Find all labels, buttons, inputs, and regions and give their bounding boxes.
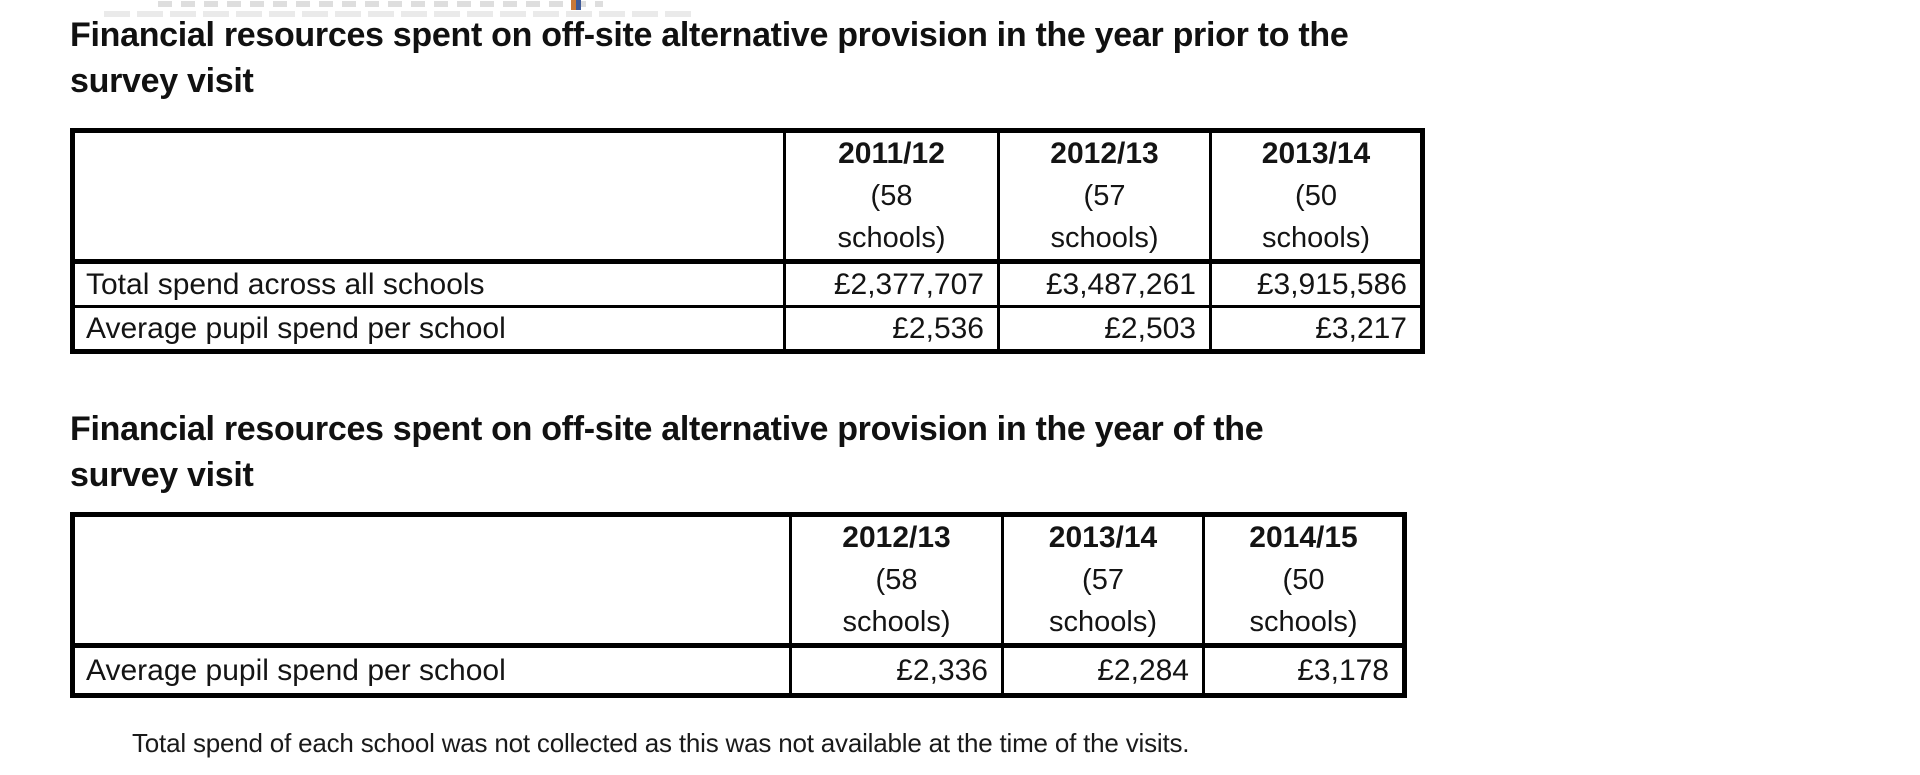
column-year-label: 2011/12 <box>838 137 945 170</box>
column-header: 2012/13 (57 schools) <box>997 129 1212 264</box>
column-year-label: 2013/14 <box>1048 521 1158 554</box>
column-year-label: 2013/14 <box>1261 137 1371 170</box>
cell-value: £2,336 <box>789 644 1004 697</box>
clipped-text-remnant-top <box>158 1 603 7</box>
table-spend-prior-year: 2011/12 (58 schools) 2012/13 (57 schools) 20… <box>70 128 1425 354</box>
column-year-label: 2012/13 <box>842 521 951 554</box>
header-row: 2011/12 (58 schools) 2012/13 (57 schools) 20… <box>71 129 1424 264</box>
table-row: Average pupil spend per school £2,336 £2,2… <box>71 644 1406 697</box>
cell-value: £3,178 <box>1202 644 1406 697</box>
empty-corner-cell <box>71 513 792 648</box>
row-label: Average pupil spend per school <box>71 305 786 353</box>
column-year-label: 2014/15 <box>1249 521 1358 554</box>
cell-value: £3,915,586 <box>1209 260 1424 308</box>
row-label: Average pupil spend per school <box>71 644 792 697</box>
column-school-count: (57 schools) <box>1050 180 1159 254</box>
cell-value: £3,487,261 <box>997 260 1212 308</box>
column-school-count: (58 schools) <box>837 180 946 254</box>
empty-corner-cell <box>71 129 786 264</box>
column-school-count: (50 schools) <box>1262 180 1370 254</box>
clipped-colored-glyph-remnant <box>571 0 581 10</box>
cell-value: £2,284 <box>1001 644 1205 697</box>
cell-value: £2,377,707 <box>783 260 1000 308</box>
table-row: Total spend across all schools £2,377,707… <box>71 260 1424 308</box>
column-header: 2011/12 (58 schools) <box>783 129 1000 264</box>
column-header: 2012/13 (58 schools) <box>789 513 1004 648</box>
section-title-prior-year: Financial resources spent on off-site al… <box>70 16 1349 100</box>
table-spend-survey-year: 2012/13 (58 schools) 2013/14 (57 schools) 20… <box>70 512 1407 698</box>
cell-value: £3,217 <box>1209 305 1424 353</box>
cell-value: £2,536 <box>783 305 1000 353</box>
cell-value: £2,503 <box>997 305 1212 353</box>
column-school-count: (58 schools) <box>842 564 951 638</box>
table-row: Average pupil spend per school £2,536 £2,5… <box>71 305 1424 353</box>
column-header: 2014/15 (50 schools) <box>1202 513 1406 648</box>
column-school-count: (57 schools) <box>1049 564 1157 638</box>
column-header: 2013/14 (50 schools) <box>1209 129 1424 264</box>
row-label: Total spend across all schools <box>71 260 786 308</box>
footnote-text: Total spend of each school was not colle… <box>132 728 1190 758</box>
column-school-count: (50 schools) <box>1249 564 1358 638</box>
section-title-survey-year: Financial resources spent on off-site al… <box>70 410 1264 494</box>
clipped-text-remnant-bottom <box>104 11 696 17</box>
column-year-label: 2012/13 <box>1050 137 1159 170</box>
header-row: 2012/13 (58 schools) 2013/14 (57 schools) 20… <box>71 513 1406 648</box>
column-header: 2013/14 (57 schools) <box>1001 513 1205 648</box>
